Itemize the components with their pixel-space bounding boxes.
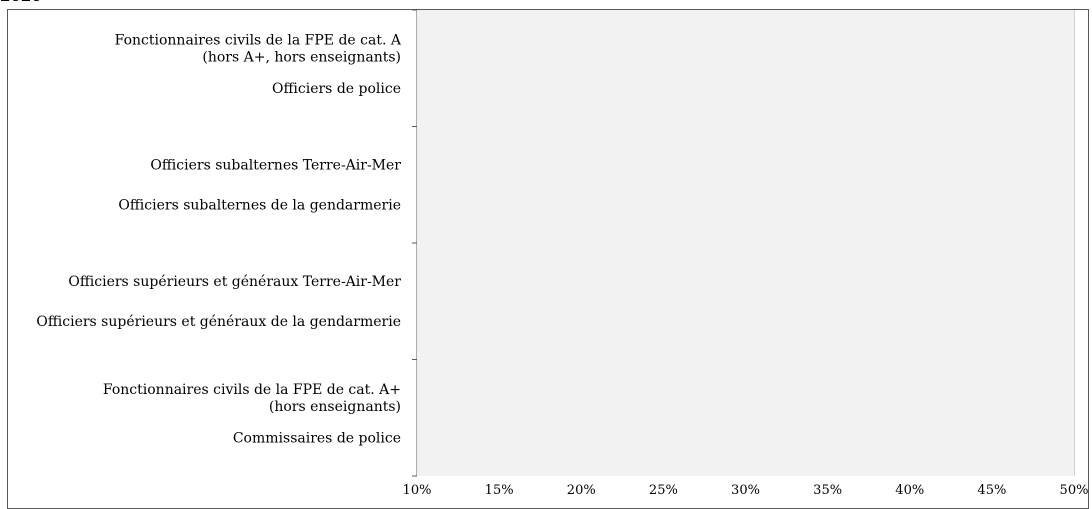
category-label: Officiers subalternes de la gendarmerie: [118, 198, 401, 214]
x-tick-label: 25%: [649, 483, 678, 498]
x-tick-labels: 10% 15% 20% 25% 30% 35% 40% 45% 50%: [403, 483, 1089, 498]
axes: [412, 9, 418, 477]
category-label: Fonctionnaires civils de la FPE de cat. …: [103, 382, 401, 398]
x-tick-label: 45%: [977, 483, 1006, 498]
x-tick-label: 50%: [1060, 483, 1089, 498]
category-labels: Fonctionnaires civils de la FPE de cat. …: [36, 33, 402, 447]
chart-header-year: 2020: [0, 0, 42, 5]
x-tick-label: 20%: [567, 483, 596, 498]
x-tick-label: 30%: [731, 483, 760, 498]
category-label: Commissaires de police: [233, 431, 401, 447]
category-label: Fonctionnaires civils de la FPE de cat. …: [115, 33, 402, 49]
x-tick-label: 10%: [403, 483, 432, 498]
category-label: Officiers supérieurs et généraux de la g…: [36, 314, 401, 330]
x-tick-label: 40%: [895, 483, 924, 498]
plot-background: [417, 10, 1074, 476]
category-label: (hors enseignants): [269, 399, 401, 415]
category-label: Officiers subalternes Terre-Air-Mer: [150, 158, 401, 174]
x-tick-label: 15%: [485, 483, 514, 498]
category-label: Officiers de police: [272, 81, 401, 97]
category-label: (hors A+, hors enseignants): [202, 50, 401, 66]
x-tick-label: 35%: [813, 483, 842, 498]
category-label: Officiers supérieurs et généraux Terre-A…: [68, 274, 401, 290]
